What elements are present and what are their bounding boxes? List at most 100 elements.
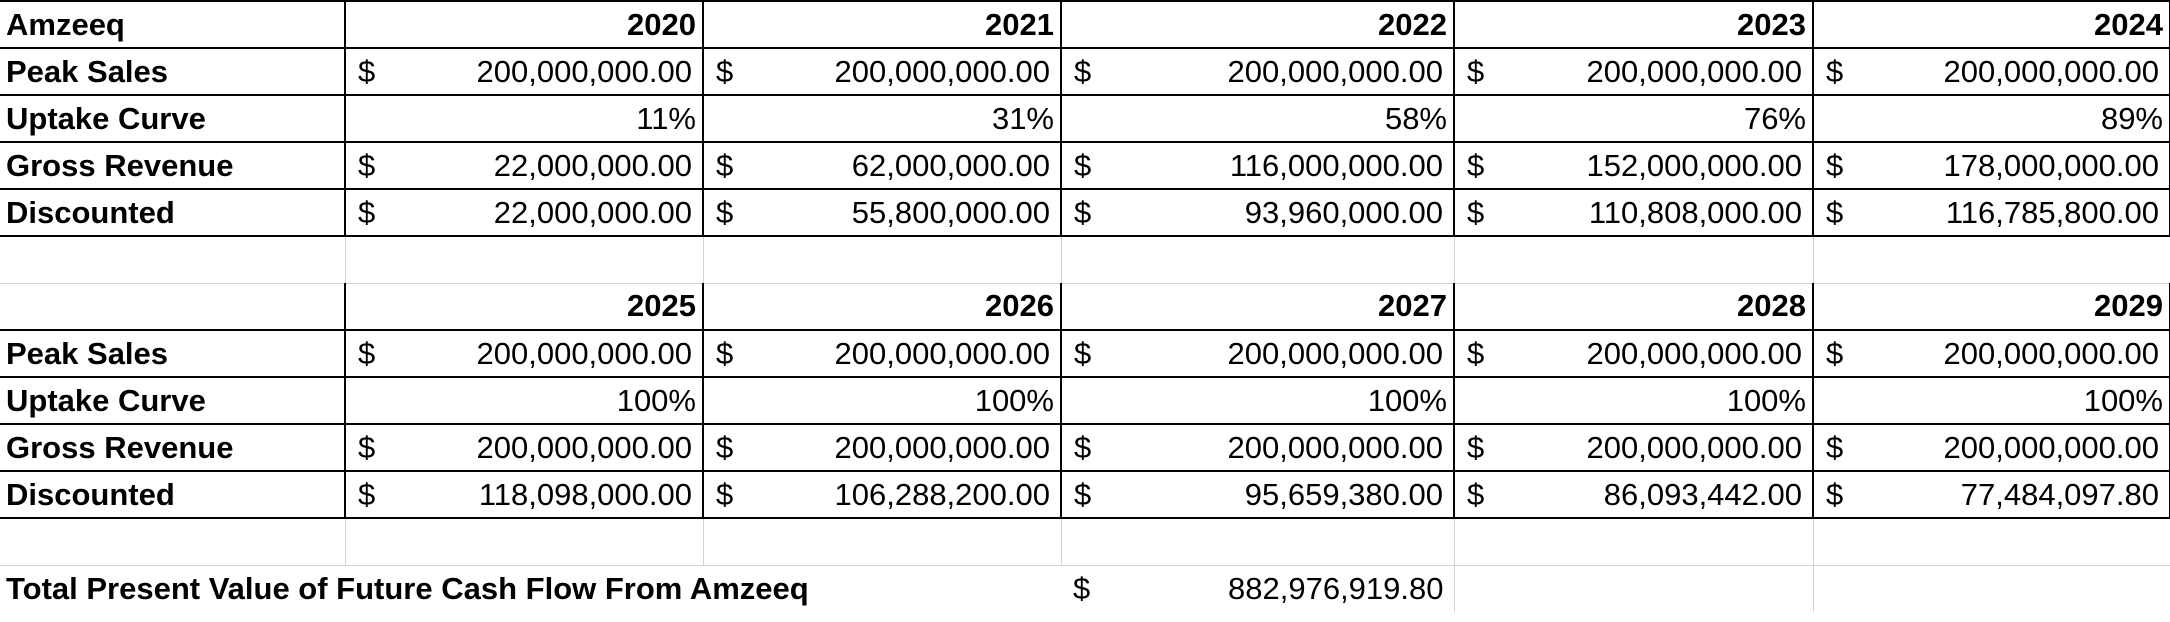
currency-wrap: $200,000,000.00 [1826,54,2163,90]
currency-symbol: $ [1467,53,1485,89]
year-header-cell[interactable]: 2027 [1061,283,1455,331]
currency-wrap: $200,000,000.00 [1074,430,1447,466]
currency-cell[interactable]: $200,000,000.00 [1813,330,2170,378]
year-header-cell[interactable]: 2024 [1813,0,2170,49]
year-header-cell[interactable]: 2022 [1061,0,1455,49]
corner-cell[interactable] [0,283,346,331]
currency-wrap: $22,000,000.00 [358,195,696,231]
year-header-cell[interactable]: 2028 [1454,283,1814,331]
currency-cell[interactable]: $200,000,000.00 [703,424,1062,472]
row-label-cell[interactable]: Peak Sales [0,48,346,96]
row-label: Gross Revenue [6,429,234,465]
currency-cell[interactable]: $106,288,200.00 [703,471,1062,519]
currency-cell[interactable]: $93,960,000.00 [1061,189,1455,237]
currency-symbol: $ [1467,147,1485,183]
currency-cell[interactable]: $200,000,000.00 [1813,424,2170,472]
currency-wrap: $55,800,000.00 [716,195,1054,231]
row-label-cell[interactable]: Gross Revenue [0,142,346,190]
empty-cell[interactable] [1454,565,1814,612]
currency-cell[interactable]: $55,800,000.00 [703,189,1062,237]
currency-symbol: $ [1826,147,1844,183]
currency-cell[interactable]: $22,000,000.00 [345,142,704,190]
row-label-cell[interactable]: Peak Sales [0,330,346,378]
year-label: 2026 [985,288,1054,324]
currency-wrap: $200,000,000.00 [716,54,1054,90]
currency-cell[interactable]: $95,659,380.00 [1061,471,1455,519]
year-header-cell[interactable]: 2025 [345,283,704,331]
currency-cell[interactable]: $200,000,000.00 [1061,48,1455,96]
year-header-cell[interactable]: 2021 [703,0,1062,49]
percent-cell[interactable]: 76% [1454,95,1814,143]
currency-cell[interactable]: $200,000,000.00 [345,48,704,96]
currency-cell[interactable]: $77,484,097.80 [1813,471,2170,519]
currency-symbol: $ [1074,429,1092,465]
currency-cell[interactable]: $178,000,000.00 [1813,142,2170,190]
currency-value: 106,288,200.00 [834,476,1051,512]
total-row: Total Present Value of Future Cash Flow … [0,565,2170,612]
currency-value: 116,000,000.00 [1229,147,1443,183]
percent-cell[interactable]: 89% [1813,95,2170,143]
empty-cell[interactable] [1454,518,1814,566]
empty-cell[interactable] [703,236,1062,284]
empty-cell[interactable] [0,236,346,284]
empty-cell[interactable] [1813,518,2170,566]
row-label-cell[interactable]: Discounted [0,189,346,237]
table-row: Uptake Curve 100% 100% 100% 100% 100% [0,377,2170,425]
total-value-cell[interactable]: $882,976,919.80 [1061,565,1455,612]
currency-cell[interactable]: $62,000,000.00 [703,142,1062,190]
percent-cell[interactable]: 11% [345,95,704,143]
currency-cell[interactable]: $86,093,442.00 [1454,471,1814,519]
percent-cell[interactable]: 100% [1813,377,2170,425]
total-label-cell[interactable]: Total Present Value of Future Cash Flow … [0,565,1061,612]
corner-cell[interactable]: Amzeeq [0,0,346,49]
empty-cell[interactable] [1813,236,2170,284]
percent-cell[interactable]: 100% [1061,377,1455,425]
empty-cell[interactable] [1061,236,1455,284]
row-label-cell[interactable]: Uptake Curve [0,377,346,425]
empty-cell[interactable] [345,236,704,284]
year-header-cell[interactable]: 2023 [1454,0,1814,49]
currency-cell[interactable]: $200,000,000.00 [1454,424,1814,472]
currency-cell[interactable]: $200,000,000.00 [1813,48,2170,96]
currency-wrap: $118,098,000.00 [358,477,696,513]
percent-cell[interactable]: 31% [703,95,1062,143]
empty-cell[interactable] [0,518,346,566]
year-header-row: 2025 2026 2027 2028 2029 [0,283,2170,331]
currency-cell[interactable]: $200,000,000.00 [1061,330,1455,378]
percent-cell[interactable]: 100% [703,377,1062,425]
currency-cell[interactable]: $200,000,000.00 [703,330,1062,378]
percent-cell[interactable]: 100% [345,377,704,425]
currency-cell[interactable]: $116,785,800.00 [1813,189,2170,237]
currency-value: 200,000,000.00 [834,429,1051,465]
empty-cell[interactable] [703,518,1062,566]
currency-cell[interactable]: $116,000,000.00 [1061,142,1455,190]
currency-cell[interactable]: $200,000,000.00 [1061,424,1455,472]
currency-cell[interactable]: $200,000,000.00 [345,330,704,378]
currency-value: 77,484,097.80 [1960,476,2159,512]
currency-wrap: $106,288,200.00 [716,477,1054,513]
currency-wrap: $200,000,000.00 [1074,54,1447,90]
currency-cell[interactable]: $200,000,000.00 [1454,330,1814,378]
empty-cell[interactable] [1813,565,2170,612]
year-header-cell[interactable]: 2020 [345,0,704,49]
empty-cell[interactable] [1061,518,1455,566]
year-header-cell[interactable]: 2029 [1813,283,2170,331]
percent-cell[interactable]: 58% [1061,95,1455,143]
year-header-row: Amzeeq 2020 2021 2022 2023 2024 [0,0,2170,49]
currency-cell[interactable]: $200,000,000.00 [345,424,704,472]
row-label-cell[interactable]: Discounted [0,471,346,519]
empty-cell[interactable] [345,518,704,566]
year-header-cell[interactable]: 2026 [703,283,1062,331]
percent-cell[interactable]: 100% [1454,377,1814,425]
currency-cell[interactable]: $200,000,000.00 [1454,48,1814,96]
currency-cell[interactable]: $118,098,000.00 [345,471,704,519]
empty-cell[interactable] [1454,236,1814,284]
row-label-cell[interactable]: Gross Revenue [0,424,346,472]
currency-value: 200,000,000.00 [1943,335,2160,371]
currency-cell[interactable]: $22,000,000.00 [345,189,704,237]
currency-value: 200,000,000.00 [834,53,1051,89]
currency-cell[interactable]: $200,000,000.00 [703,48,1062,96]
currency-cell[interactable]: $152,000,000.00 [1454,142,1814,190]
currency-cell[interactable]: $110,808,000.00 [1454,189,1814,237]
row-label-cell[interactable]: Uptake Curve [0,95,346,143]
